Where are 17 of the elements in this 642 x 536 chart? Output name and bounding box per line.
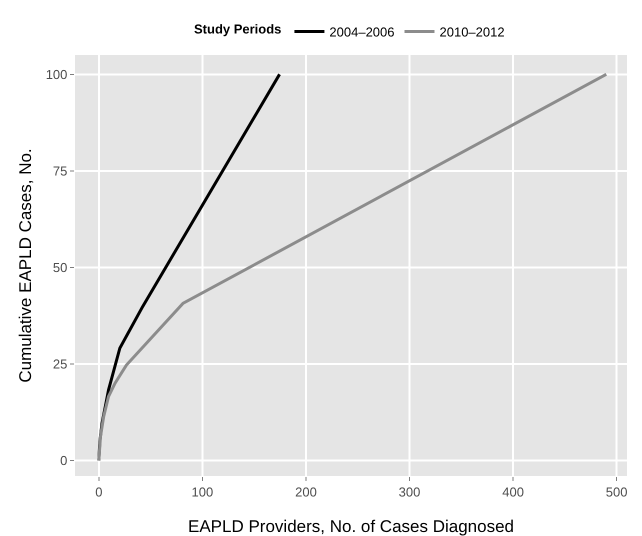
x-tick-label: 300 [398, 484, 420, 500]
y-tick-label: 0 [60, 453, 68, 468]
y-axis-title: Cumulative EAPLD Cases, No. [16, 148, 35, 383]
y-tick-label: 75 [52, 163, 68, 178]
x-tick-label: 200 [295, 484, 317, 500]
y-tick-label: 25 [52, 356, 68, 372]
y-tick-label: 100 [46, 66, 68, 82]
x-tick-label: 100 [192, 484, 214, 500]
x-tick-label: 500 [606, 484, 628, 500]
y-tick-label: 50 [52, 260, 68, 275]
line-series [97, 72, 608, 462]
legend-label: 2010–2012 [440, 24, 505, 40]
x-tick-label: 0 [95, 484, 102, 500]
legend-label: 2004–2006 [329, 24, 394, 40]
x-axis-title: EAPLD Providers, No. of Cases Diagnosed [188, 517, 514, 536]
x-tick-label: 400 [502, 484, 524, 500]
legend-title: Study Periods [194, 21, 282, 36]
